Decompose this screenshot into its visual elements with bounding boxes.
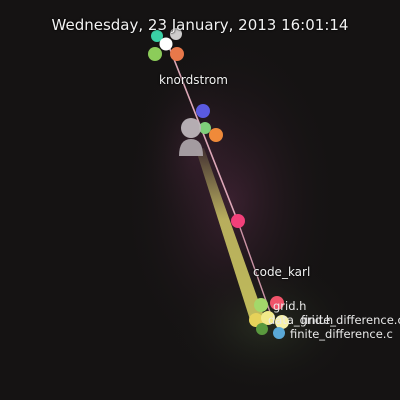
file-label: data_grid.h <box>268 313 334 327</box>
file-node <box>159 37 173 51</box>
file-node <box>209 128 223 142</box>
user-label-code-karl: code_karl <box>253 265 311 279</box>
file-node <box>273 327 285 339</box>
file-node <box>275 315 289 329</box>
person-icon <box>179 118 203 156</box>
file-node <box>270 296 284 310</box>
file-node <box>170 47 184 61</box>
file-label: finite_difference.c <box>290 327 393 341</box>
file-label: finite_difference.c <box>301 313 400 327</box>
file-node <box>148 47 162 61</box>
file-node <box>199 122 211 134</box>
file-node <box>151 30 163 42</box>
file-node <box>231 214 245 228</box>
user-label-knordstrom: knordstrom <box>159 73 228 87</box>
file-node <box>196 104 210 118</box>
file-node <box>261 311 275 325</box>
file-label: grid.h <box>273 299 307 313</box>
file-node <box>254 298 268 312</box>
activity-beam <box>196 148 266 326</box>
connection-line <box>237 221 271 313</box>
file-node <box>249 313 263 327</box>
timestamp-display: Wednesday, 23 January, 2013 16:01:14 <box>51 16 349 34</box>
file-node <box>256 323 268 335</box>
file-node <box>170 28 182 40</box>
